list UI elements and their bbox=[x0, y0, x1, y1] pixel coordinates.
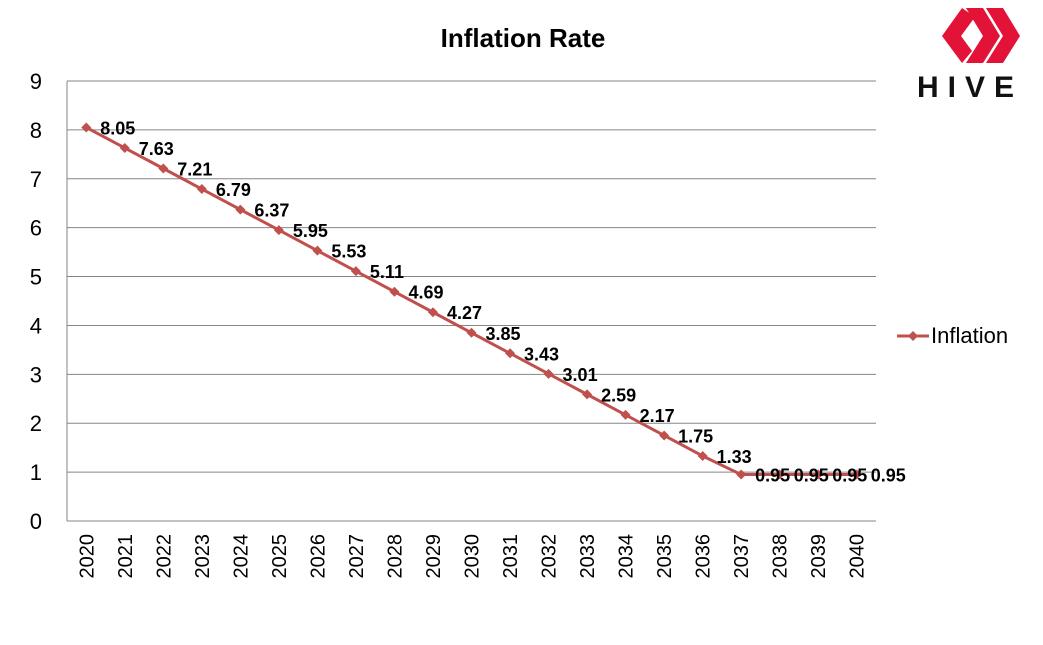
x-tick-label: 2027 bbox=[346, 534, 368, 579]
data-label: 2.17 bbox=[640, 406, 675, 426]
y-tick-label: 9 bbox=[30, 69, 42, 94]
data-label: 4.69 bbox=[408, 283, 443, 303]
data-label: 0.95 bbox=[755, 466, 790, 486]
x-tick-label: 2020 bbox=[76, 534, 98, 579]
data-point bbox=[81, 122, 92, 133]
x-tick-label: 2038 bbox=[770, 534, 792, 579]
data-point bbox=[273, 225, 284, 236]
data-label: 8.05 bbox=[100, 118, 135, 138]
data-point bbox=[235, 204, 246, 215]
x-tick-label: 2025 bbox=[269, 534, 291, 579]
data-point bbox=[389, 286, 400, 297]
x-tick-label: 2039 bbox=[808, 534, 830, 579]
x-tick-label: 2033 bbox=[577, 534, 599, 579]
legend-marker-inflation bbox=[908, 331, 918, 341]
hive-logo-middle-shape bbox=[966, 8, 1000, 63]
legend: Inflation bbox=[897, 323, 1008, 348]
x-tick-label: 2028 bbox=[384, 534, 406, 579]
hive-logo-left-shape bbox=[942, 8, 975, 63]
data-point bbox=[196, 184, 207, 195]
y-tick-label: 8 bbox=[30, 118, 42, 143]
data-label: 5.11 bbox=[370, 262, 404, 282]
y-tick-label: 5 bbox=[30, 265, 42, 290]
x-tick-label: 2029 bbox=[423, 534, 445, 579]
data-point bbox=[697, 450, 708, 461]
x-tick-label: 2022 bbox=[153, 534, 175, 579]
hive-logo-text: HIVE bbox=[917, 71, 1023, 104]
x-tick-label: 2034 bbox=[616, 534, 638, 579]
data-point bbox=[427, 307, 438, 318]
hive-logo: HIVE bbox=[917, 8, 1023, 104]
data-labels: 8.057.637.216.796.375.955.535.114.694.27… bbox=[100, 118, 906, 485]
data-label: 7.63 bbox=[139, 139, 174, 159]
data-label: 7.21 bbox=[177, 160, 212, 180]
y-tick-label: 3 bbox=[30, 362, 42, 387]
y-tick-labels: 0 1 2 3 4 5 6 7 8 9 bbox=[30, 69, 42, 534]
x-tick-label: 2032 bbox=[539, 534, 561, 579]
data-label: 3.43 bbox=[524, 344, 559, 364]
data-label: 3.01 bbox=[563, 365, 598, 385]
data-point bbox=[158, 163, 169, 174]
data-label: 0.95 bbox=[871, 466, 906, 486]
data-point bbox=[736, 469, 747, 480]
legend-label-inflation: Inflation bbox=[931, 323, 1008, 348]
x-tick-labels: 2020 2021 2022 2023 2024 2025 2026 2027 2028 2029… bbox=[76, 534, 868, 579]
x-tick-label: 2031 bbox=[500, 534, 522, 579]
y-tick-label: 7 bbox=[30, 167, 42, 192]
data-point bbox=[505, 348, 516, 359]
y-tick-label: 2 bbox=[30, 411, 42, 436]
x-tick-label: 2035 bbox=[654, 534, 676, 579]
data-label: 3.85 bbox=[486, 324, 521, 344]
data-label: 6.37 bbox=[254, 201, 289, 221]
data-label: 0.95 bbox=[794, 466, 829, 486]
data-point bbox=[119, 142, 130, 153]
data-point bbox=[813, 469, 824, 480]
y-tick-label: 1 bbox=[30, 460, 42, 485]
data-point bbox=[582, 389, 593, 400]
gridlines bbox=[67, 80, 876, 473]
data-point bbox=[350, 266, 361, 277]
y-tick-label: 6 bbox=[30, 216, 42, 241]
x-tick-label: 2036 bbox=[693, 534, 715, 579]
x-tick-label: 2037 bbox=[731, 534, 753, 579]
data-point bbox=[466, 327, 477, 338]
data-label: 5.53 bbox=[331, 242, 366, 262]
axes bbox=[66, 81, 876, 522]
data-label: 2.59 bbox=[601, 385, 636, 405]
x-tick-label: 2021 bbox=[115, 534, 137, 579]
x-tick-label: 2030 bbox=[462, 534, 484, 579]
data-point bbox=[620, 409, 631, 420]
hive-logo-right-shape bbox=[986, 8, 1020, 63]
data-label: 6.79 bbox=[216, 180, 251, 200]
series-inflation bbox=[81, 122, 862, 480]
x-tick-label: 2040 bbox=[847, 534, 869, 579]
y-tick-label: 0 bbox=[30, 509, 42, 534]
data-label: 0.95 bbox=[832, 466, 867, 486]
data-label: 4.27 bbox=[447, 303, 482, 323]
hive-logo-icon bbox=[942, 8, 1020, 63]
x-tick-label: 2024 bbox=[230, 534, 252, 579]
data-label: 1.75 bbox=[678, 426, 713, 446]
data-point bbox=[312, 245, 323, 256]
x-tick-label: 2023 bbox=[192, 534, 214, 579]
x-tick-label: 2026 bbox=[307, 534, 329, 579]
data-label: 1.33 bbox=[717, 447, 752, 467]
chart-title: Inflation Rate bbox=[441, 23, 606, 53]
y-tick-label: 4 bbox=[30, 313, 42, 338]
data-point bbox=[659, 430, 670, 441]
data-point bbox=[774, 469, 785, 480]
data-point bbox=[543, 368, 554, 379]
data-label: 5.95 bbox=[293, 221, 328, 241]
data-point bbox=[851, 469, 862, 480]
